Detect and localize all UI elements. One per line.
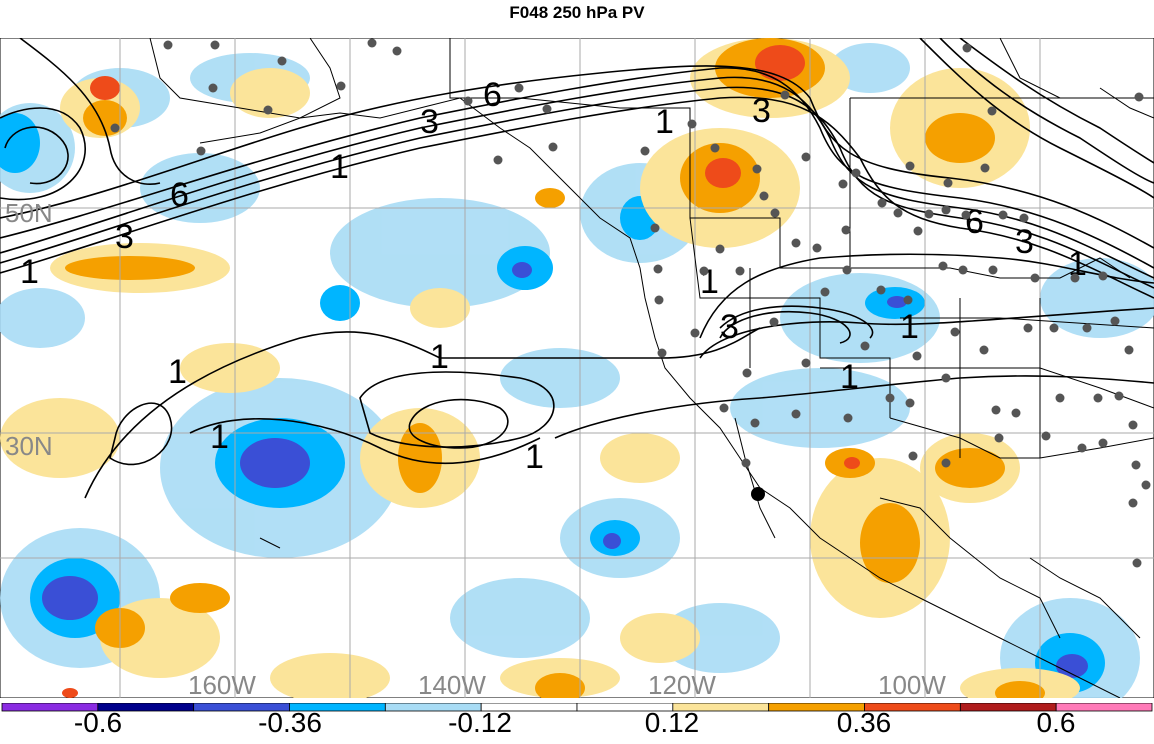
- lat-label-30n: 30N: [5, 431, 53, 461]
- contour-label: 1: [900, 308, 919, 346]
- colorbar-segment: [1055, 702, 1153, 712]
- lon-label-100w: 100W: [878, 670, 946, 698]
- contour-label: 6: [965, 203, 984, 241]
- contour-label: 1: [1068, 245, 1087, 283]
- contour-label: 3: [420, 103, 439, 141]
- colorbar-tick: 0.12: [644, 707, 700, 738]
- contour-label: 1: [20, 253, 39, 291]
- colorbar: [0, 702, 1154, 739]
- pv-contours: [0, 38, 1154, 499]
- contour-label: 1: [430, 338, 449, 376]
- contour-label: 3: [115, 218, 134, 256]
- contour-label: 3: [1015, 223, 1034, 261]
- contour-label: 3: [720, 308, 739, 346]
- lon-label-140w: 140W: [418, 670, 486, 698]
- pv-map: 6 3 6 3 1 1 3 1 1 1 1 1 1 3 1 1 6 3 1: [0, 38, 1154, 698]
- lat-lon-grid: [0, 38, 1154, 698]
- colorbar-tick: 0.36: [836, 707, 892, 738]
- contour-label: 1: [168, 353, 187, 391]
- contour-label: 3: [752, 92, 771, 130]
- axis-labels: 50N 30N 160W 140W 120W 100W: [5, 198, 946, 698]
- contour-label: 1: [210, 418, 229, 456]
- contour-label: 6: [483, 76, 502, 114]
- contour-label: 1: [840, 358, 859, 396]
- colorbar-tick: -0.36: [258, 707, 322, 738]
- contour-label: 1: [525, 438, 544, 476]
- contour-label: 6: [170, 176, 189, 214]
- station-dots: [110, 38, 1151, 568]
- colorbar-tick: -0.12: [448, 707, 512, 738]
- lat-label-50n: 50N: [5, 198, 53, 228]
- colorbar-tick: -0.6: [73, 707, 123, 738]
- lon-label-160w: 160W: [188, 670, 256, 698]
- colorbar-tick: 0.6: [1036, 707, 1076, 738]
- colorbar-segments: [1, 702, 1153, 712]
- contour-label: 1: [655, 103, 674, 141]
- highlighted-station-dot: [751, 487, 765, 501]
- map-title: F048 250 hPa PV: [509, 3, 645, 22]
- lon-label-120w: 120W: [648, 670, 716, 698]
- contour-labels: 6 3 6 3 1 1 3 1 1 1 1 1 1 3 1 1 6 3 1: [20, 76, 1087, 476]
- contour-label: 1: [330, 148, 349, 186]
